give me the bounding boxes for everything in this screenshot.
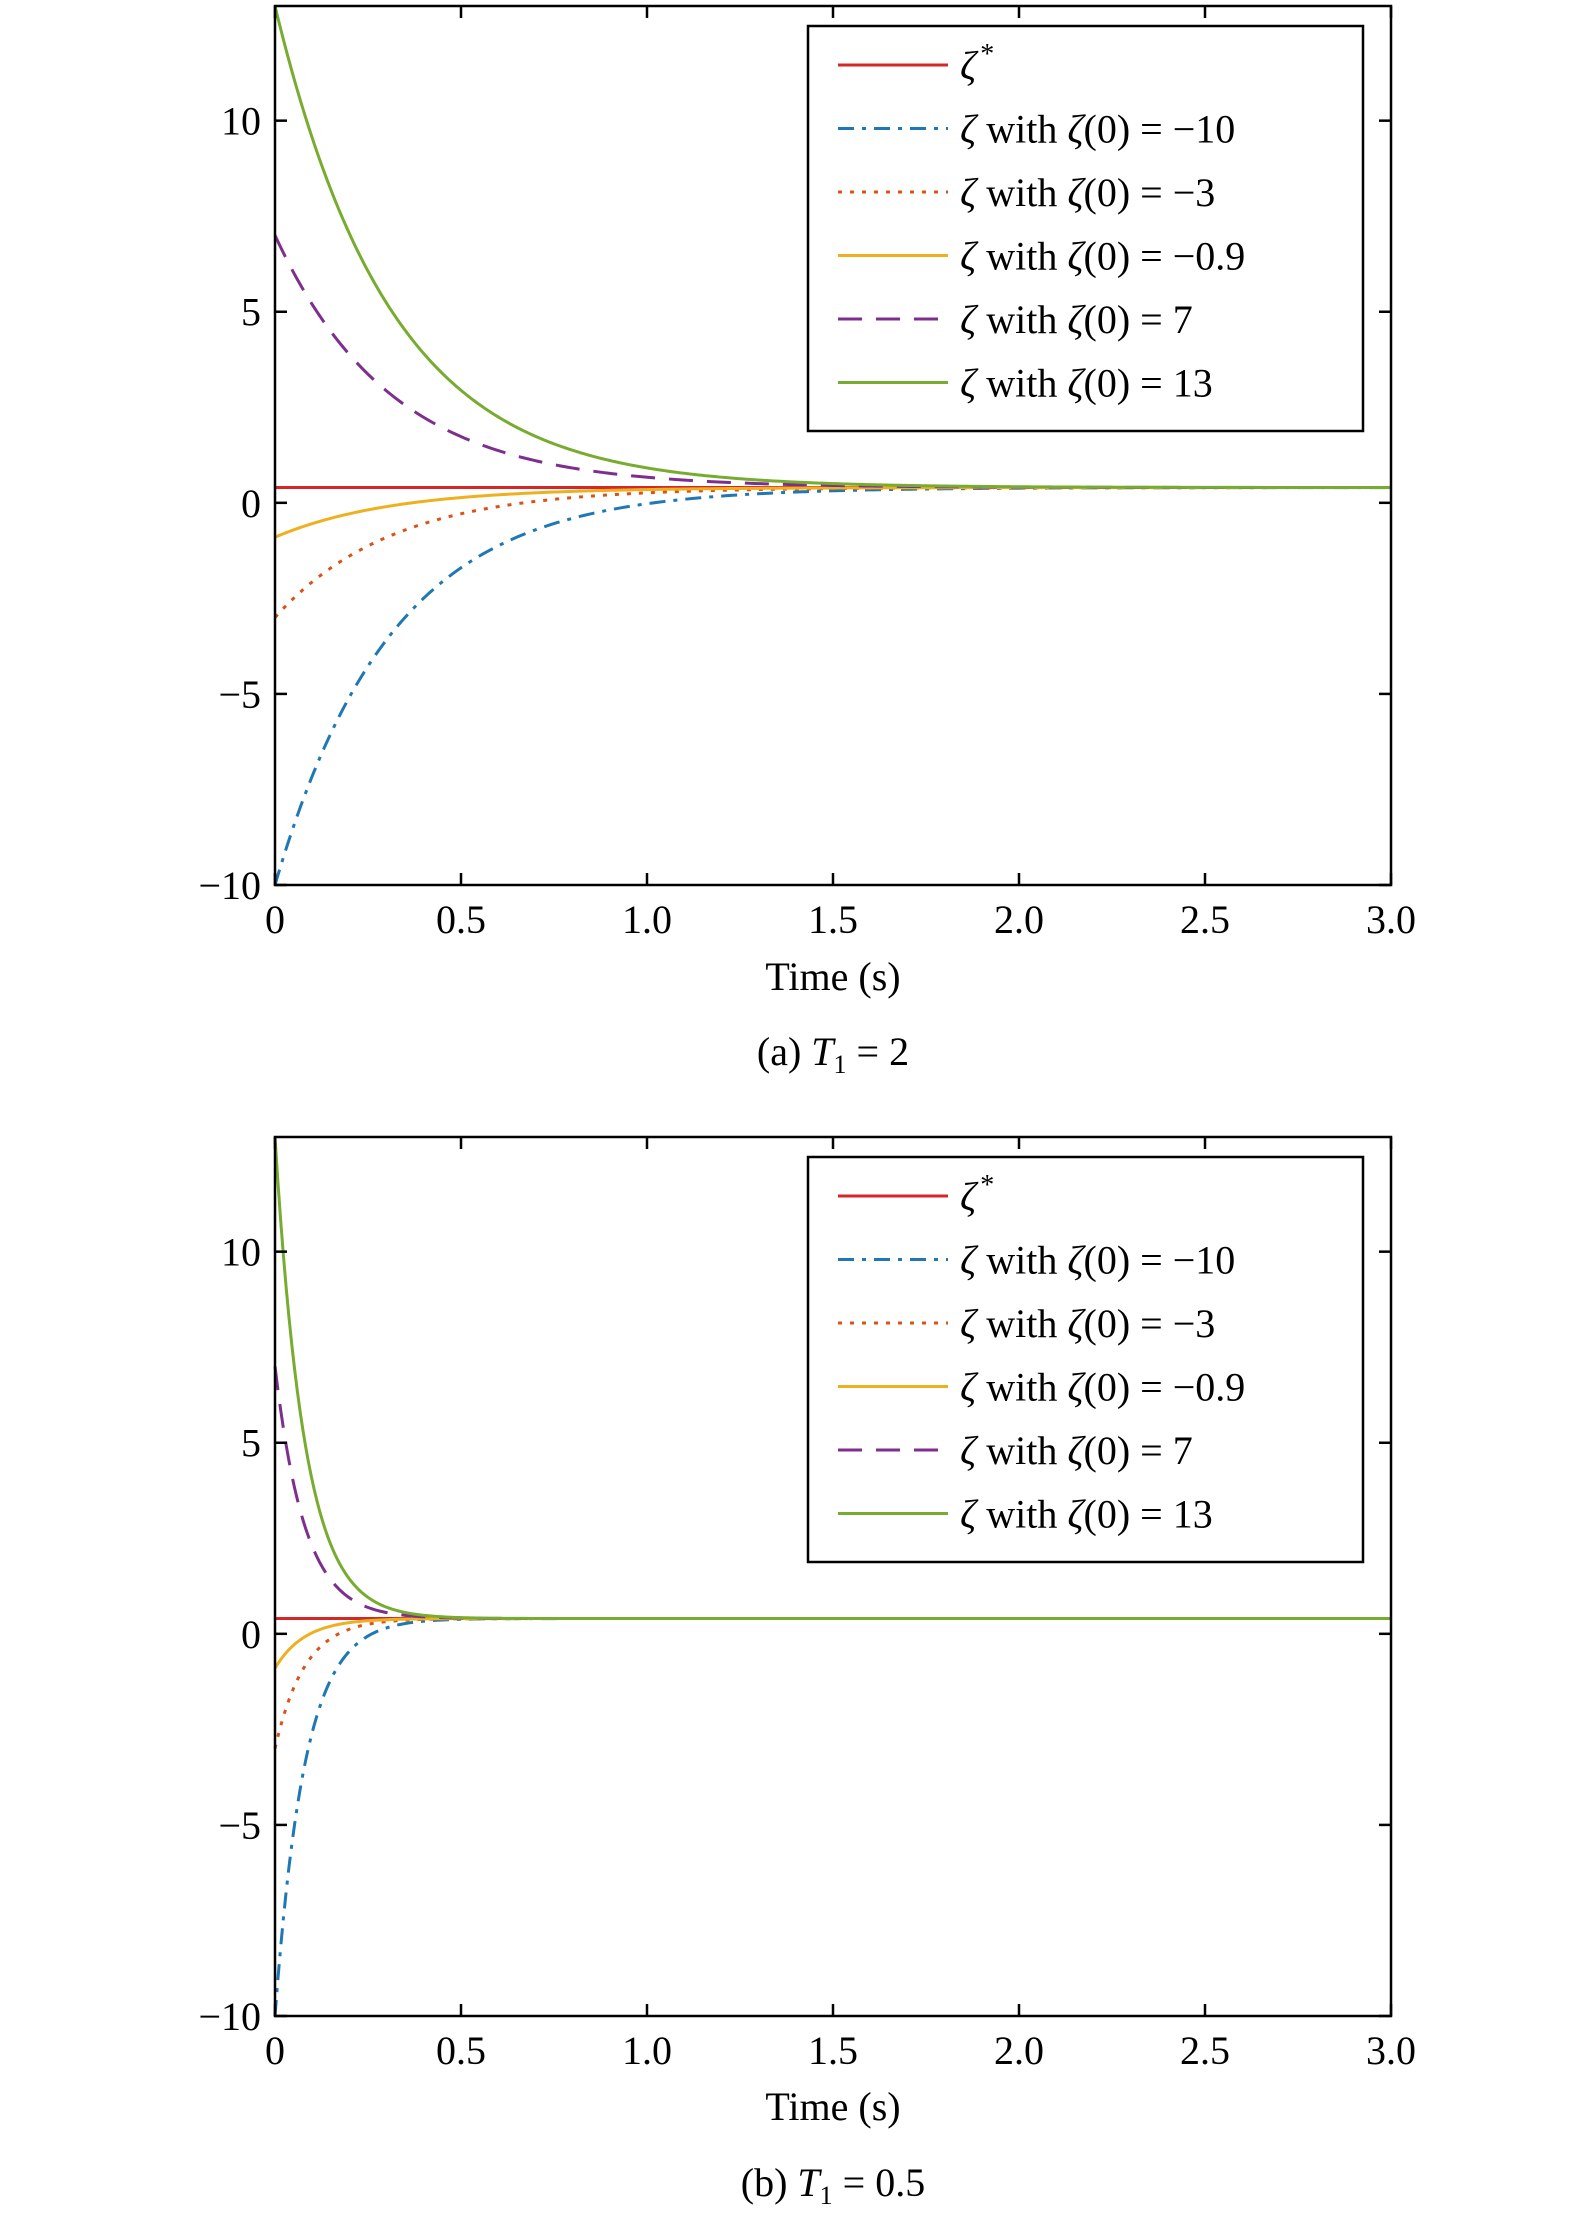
y-tick-label: −10 bbox=[198, 863, 261, 908]
x-tick-label: 0.5 bbox=[436, 897, 486, 942]
legend-entry-4: ζ with ζ(0) = 7 bbox=[960, 1428, 1193, 1473]
x-tick-label: 1.0 bbox=[622, 897, 672, 942]
series-line-1 bbox=[273, 1617, 1391, 2017]
panel-caption: (b) T1 = 0.5 bbox=[741, 2160, 925, 2208]
x-tick-label: 0 bbox=[265, 897, 285, 942]
x-tick-label: 2.0 bbox=[994, 897, 1044, 942]
legend-entry-4: ζ with ζ(0) = 7 bbox=[960, 297, 1193, 342]
series-line-3 bbox=[273, 1617, 1391, 1670]
x-axis-title: Time (s) bbox=[765, 954, 900, 999]
x-tick-label: 3.0 bbox=[1366, 897, 1416, 942]
x-tick-label: 0 bbox=[265, 2028, 285, 2073]
y-tick-label: 5 bbox=[241, 290, 261, 335]
legend-entry-0: ζ * bbox=[960, 39, 994, 88]
panel-caption: (a) T1 = 2 bbox=[757, 1029, 909, 1079]
legend-entry-5: ζ with ζ(0) = 13 bbox=[960, 1492, 1213, 1537]
series-line-2 bbox=[273, 486, 1391, 619]
x-tick-label: 3.0 bbox=[1366, 2028, 1416, 2073]
y-tick-label: 5 bbox=[241, 1421, 261, 1466]
legend-entry-2: ζ with ζ(0) = −3 bbox=[960, 170, 1215, 215]
x-tick-label: 1.5 bbox=[808, 897, 858, 942]
legend: ζ * ζ with ζ(0) = −10 ζ with ζ(0) = −3 ζ wit… bbox=[806, 24, 1365, 433]
chart-panel-1: 0 0.5 1.0 1.5 2.0 2.5 3.0 −10 −5 0 5 10 Time (s) (b) … bbox=[198, 1135, 1416, 2210]
y-tick-label: 10 bbox=[221, 1230, 261, 1275]
y-tick-label: 0 bbox=[241, 481, 261, 526]
x-tick-label: 2.5 bbox=[1180, 897, 1230, 942]
x-tick-label: 0.5 bbox=[436, 2028, 486, 2073]
y-tick-label: −10 bbox=[198, 1994, 261, 2039]
legend-box bbox=[806, 1155, 1365, 1564]
legend-box bbox=[806, 24, 1365, 433]
legend-entry-2: ζ with ζ(0) = −3 bbox=[960, 1301, 1215, 1346]
y-tick-label: 0 bbox=[241, 1612, 261, 1657]
legend-entry-3: ζ with ζ(0) = −0.9 bbox=[960, 1365, 1245, 1410]
x-tick-label: 2.5 bbox=[1180, 2028, 1230, 2073]
legend-entry-3: ζ with ζ(0) = −0.9 bbox=[960, 234, 1245, 279]
series-line-5 bbox=[273, 5, 1391, 490]
chart-panel-0: 0 0.5 1.0 1.5 2.0 2.5 3.0 −10 −5 0 5 10 Time (s) (a) … bbox=[198, 4, 1416, 1079]
series-line-3 bbox=[274, 486, 1391, 539]
legend-entry-0: ζ * bbox=[960, 1170, 994, 1219]
legend-entry-1: ζ with ζ(0) = −10 bbox=[960, 1238, 1235, 1283]
x-tick-label: 1.5 bbox=[808, 2028, 858, 2073]
series-line-1 bbox=[273, 486, 1391, 886]
series-line-5 bbox=[273, 1136, 1391, 1621]
series-line-2 bbox=[273, 1617, 1391, 1749]
x-tick-label: 1.0 bbox=[622, 2028, 672, 2073]
legend-entry-5: ζ with ζ(0) = 13 bbox=[960, 361, 1213, 406]
y-tick-label: −5 bbox=[218, 1803, 261, 1848]
x-tick-label: 2.0 bbox=[994, 2028, 1044, 2073]
legend: ζ * ζ with ζ(0) = −10 ζ with ζ(0) = −3 ζ wit… bbox=[806, 1155, 1365, 1564]
y-tick-label: 10 bbox=[221, 99, 261, 144]
x-axis-title: Time (s) bbox=[765, 2084, 900, 2129]
y-tick-label: −5 bbox=[218, 672, 261, 717]
legend-entry-1: ζ with ζ(0) = −10 bbox=[960, 107, 1235, 152]
